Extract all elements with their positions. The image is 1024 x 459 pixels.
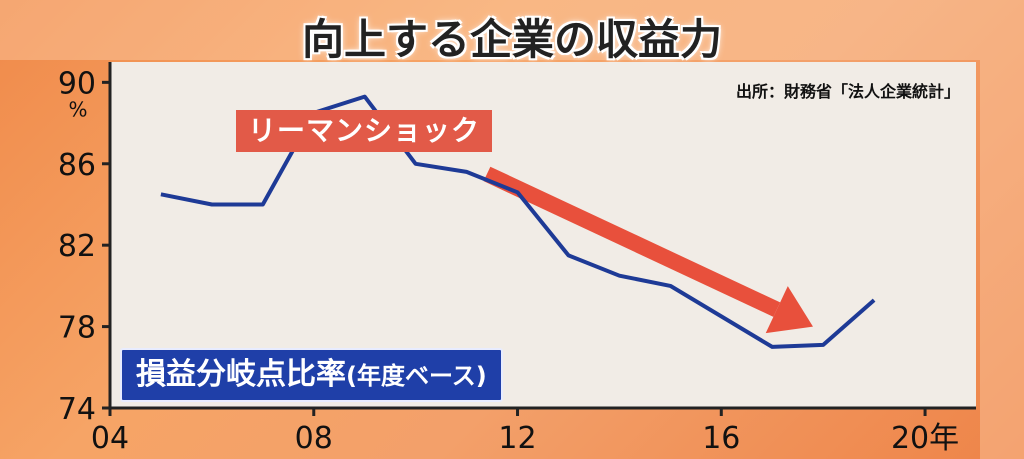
x-tick-label: 20年 xyxy=(891,421,959,456)
metric-label-main: 損益分岐点比率 xyxy=(136,357,346,392)
x-tick-label: 04 xyxy=(91,421,129,456)
y-tick-label: 86 xyxy=(58,148,96,183)
x-axis: 04 08 12 16 20年 xyxy=(91,406,976,456)
chart-title: 向上する企業の収益力 xyxy=(301,15,722,64)
y-tick-label: 90 xyxy=(58,66,96,101)
annotation-arrow-head xyxy=(765,286,813,334)
x-tick-label: 12 xyxy=(498,421,536,456)
metric-label-sub: (年度ベース) xyxy=(346,362,487,390)
annotation-arrow-shaft xyxy=(483,166,781,317)
x-tick-label: 16 xyxy=(702,421,740,456)
series-line xyxy=(160,94,876,349)
background-decoration xyxy=(980,60,1024,459)
metric-label: 損益分岐点比率(年度ベース) xyxy=(120,348,503,402)
x-tick-label: 08 xyxy=(295,421,333,456)
y-tick-label: 82 xyxy=(58,229,96,264)
y-tick-label: 78 xyxy=(58,311,96,346)
background-decoration xyxy=(0,0,1024,60)
y-axis: 74 78 82 86 90% xyxy=(58,62,112,427)
annotation-arrow xyxy=(483,166,813,334)
source-note: 出所：財務省「法人企業統計」 xyxy=(736,82,961,101)
series-lines xyxy=(160,94,876,349)
annotation-label: リーマンショック xyxy=(236,110,493,152)
y-tick-label: 74 xyxy=(58,392,96,427)
y-unit-label: % xyxy=(68,97,87,121)
